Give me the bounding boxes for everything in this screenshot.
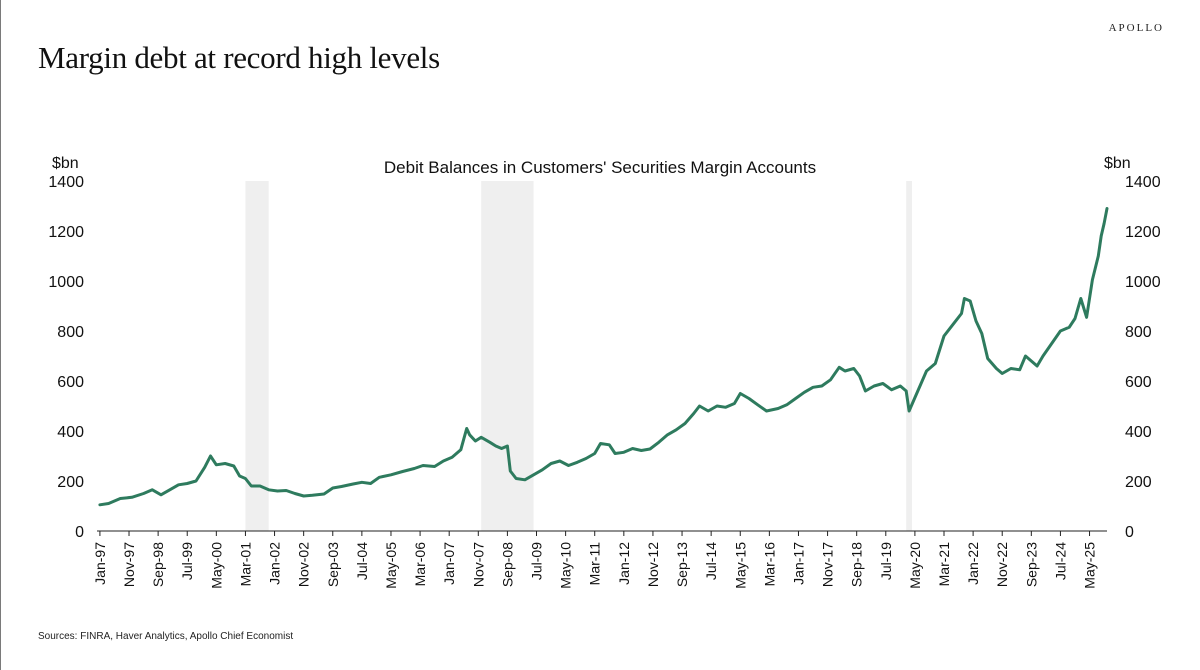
y-tick-right-1200: 1200 bbox=[1125, 224, 1161, 241]
y-axis-label-left: $bn bbox=[52, 155, 79, 172]
recession-band-1 bbox=[245, 181, 269, 531]
x-tick-label-Mar-06: Mar-06 bbox=[412, 542, 428, 587]
x-tick-label-Jan-07: Jan-07 bbox=[441, 542, 457, 585]
y-tick-right-1000: 1000 bbox=[1125, 274, 1161, 291]
x-tick-label-May-20: May-20 bbox=[907, 542, 923, 589]
y-tick-left-0: 0 bbox=[75, 524, 84, 541]
y-axis-left: 0 200 400 600 800 1000 1200 1400 bbox=[48, 174, 84, 541]
x-tick-label-Nov-12: Nov-12 bbox=[645, 542, 661, 587]
x-tick-label-Sep-18: Sep-18 bbox=[849, 542, 865, 587]
x-tick-label-Sep-98: Sep-98 bbox=[150, 542, 166, 587]
x-tick-label-Sep-13: Sep-13 bbox=[674, 542, 690, 587]
y-tick-right-800: 800 bbox=[1125, 324, 1152, 341]
headline: Margin debt at record high levels bbox=[38, 40, 440, 75]
x-tick-label-Jul-09: Jul-09 bbox=[529, 542, 545, 580]
y-axis-right: 0 200 400 600 800 1000 1200 1400 bbox=[1125, 174, 1161, 541]
recession-bands bbox=[245, 181, 912, 531]
x-tick-label-May-00: May-00 bbox=[208, 542, 224, 589]
x-tick-label-Jul-24: Jul-24 bbox=[1052, 542, 1068, 580]
brand-logo: APOLLO bbox=[1108, 22, 1164, 34]
y-tick-left-1200: 1200 bbox=[48, 224, 84, 241]
y-tick-left-200: 200 bbox=[57, 474, 84, 491]
x-tick-label-Jan-97: Jan-97 bbox=[92, 542, 108, 585]
x-tick-label-Sep-23: Sep-23 bbox=[1023, 542, 1039, 587]
x-tick-label-Jan-12: Jan-12 bbox=[616, 542, 632, 585]
x-tick-label-Mar-01: Mar-01 bbox=[237, 542, 253, 587]
page-border bbox=[0, 0, 1, 670]
x-tick-label-Jul-19: Jul-19 bbox=[878, 542, 894, 580]
y-tick-right-400: 400 bbox=[1125, 424, 1152, 441]
chart-title: Debit Balances in Customers' Securities … bbox=[384, 158, 816, 177]
x-tick-label-Mar-16: Mar-16 bbox=[761, 542, 777, 587]
x-tick-label-Mar-21: Mar-21 bbox=[936, 542, 952, 587]
x-tick-label-Jan-17: Jan-17 bbox=[790, 542, 806, 585]
x-tick-label-Sep-08: Sep-08 bbox=[499, 542, 515, 587]
y-tick-right-200: 200 bbox=[1125, 474, 1152, 491]
x-tick-label-Jan-22: Jan-22 bbox=[965, 542, 981, 585]
x-tick-label-Nov-22: Nov-22 bbox=[994, 542, 1010, 587]
y-axis-label-right: $bn bbox=[1104, 155, 1131, 172]
y-tick-right-600: 600 bbox=[1125, 374, 1152, 391]
x-tick-label-Sep-03: Sep-03 bbox=[325, 542, 341, 587]
x-tick-label-May-15: May-15 bbox=[732, 542, 748, 589]
x-tick-label-Mar-11: Mar-11 bbox=[587, 542, 603, 586]
x-tick-label-Nov-17: Nov-17 bbox=[820, 542, 836, 587]
x-axis: Jan-97 Nov-97 Sep-98 Jul-99 May-00 Mar-01 Jan-… bbox=[92, 531, 1098, 589]
recession-band-2 bbox=[481, 181, 534, 531]
x-tick-label-Jul-99: Jul-99 bbox=[179, 542, 195, 580]
y-tick-right-1400: 1400 bbox=[1125, 174, 1161, 191]
x-tick-label-Nov-97: Nov-97 bbox=[121, 542, 137, 587]
source-note: Sources: FINRA, Haver Analytics, Apollo … bbox=[38, 631, 294, 642]
recession-band-3 bbox=[906, 181, 912, 531]
y-tick-left-800: 800 bbox=[57, 324, 84, 341]
y-tick-right-0: 0 bbox=[1125, 524, 1134, 541]
x-tick-label-Nov-07: Nov-07 bbox=[470, 542, 486, 587]
y-tick-left-400: 400 bbox=[57, 424, 84, 441]
y-tick-left-600: 600 bbox=[57, 374, 84, 391]
x-tick-label-May-05: May-05 bbox=[383, 542, 399, 589]
y-tick-left-1000: 1000 bbox=[48, 274, 84, 291]
x-tick-label-May-25: May-25 bbox=[1082, 542, 1098, 589]
x-tick-label-Nov-02: Nov-02 bbox=[296, 542, 312, 587]
x-tick-label-Jul-14: Jul-14 bbox=[703, 542, 719, 580]
y-tick-left-1400: 1400 bbox=[48, 174, 84, 191]
x-tick-label-Jan-02: Jan-02 bbox=[267, 542, 283, 585]
x-tick-label-May-10: May-10 bbox=[558, 542, 574, 589]
x-tick-label-Jul-04: Jul-04 bbox=[354, 542, 370, 580]
series-line-margin-debt bbox=[98, 207, 1109, 507]
